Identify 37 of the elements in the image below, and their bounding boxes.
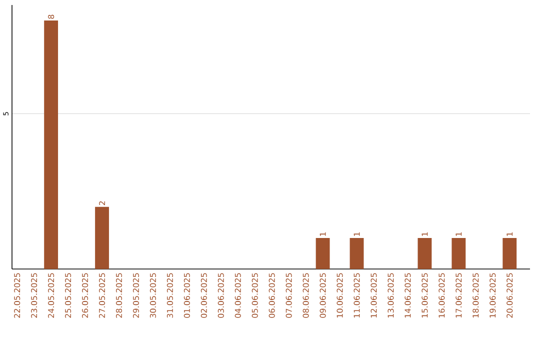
- x-tick-label: 29.05.2025: [132, 273, 140, 318]
- x-tick-label: 02.06.2025: [200, 273, 207, 318]
- data-label: 1: [456, 232, 462, 236]
- x-tick-label: 10.06.2025: [336, 273, 343, 318]
- x-tick-label: 01.06.2025: [184, 273, 190, 318]
- x-tick-label: 19.06.2025: [490, 273, 496, 318]
- data-label: 1: [506, 232, 513, 236]
- x-tick-label: 12.06.2025: [370, 273, 377, 318]
- x-tick-label: 06.06.2025: [268, 273, 275, 318]
- x-tick-label: 25.05.2025: [65, 273, 72, 318]
- x-tick-label: 22.05.2025: [14, 273, 20, 318]
- data-label: 8: [48, 14, 54, 19]
- x-tick-label: 03.06.2025: [218, 273, 224, 318]
- x-tick-label: 09.06.2025: [320, 273, 326, 318]
- x-tick-label: 30.05.2025: [150, 273, 156, 318]
- x-tick-label: 20.06.2025: [506, 273, 513, 318]
- x-tick-label: 26.05.2025: [82, 273, 88, 318]
- data-label: 1: [422, 232, 428, 236]
- x-tick-label: 31.05.2025: [166, 273, 173, 318]
- x-tick-label: 14.06.2025: [404, 273, 411, 318]
- data-label: 1: [320, 232, 326, 236]
- x-tick-label: 17.06.2025: [456, 273, 462, 318]
- data-label: 1: [354, 232, 360, 236]
- x-tick-label: 13.06.2025: [388, 273, 394, 318]
- x-tick-label: 27.05.2025: [98, 273, 106, 318]
- x-tick-label: 08.06.2025: [302, 273, 309, 318]
- x-tick-label: 28.05.2025: [116, 273, 122, 318]
- x-tick-label: 16.06.2025: [438, 273, 445, 318]
- data-label: 2: [99, 201, 105, 206]
- x-tick-label: 23.05.2025: [31, 273, 38, 318]
- x-tick-label: 11.06.2025: [354, 273, 360, 318]
- x-tick-label: 04.06.2025: [234, 273, 241, 318]
- x-tick-label: 18.06.2025: [472, 273, 479, 318]
- x-tick-label: 05.06.2025: [252, 273, 258, 318]
- x-tick-label: 15.06.2025: [422, 273, 428, 318]
- x-tick-label: 07.06.2025: [286, 273, 292, 318]
- x-tick-label: 24.05.2025: [48, 273, 54, 318]
